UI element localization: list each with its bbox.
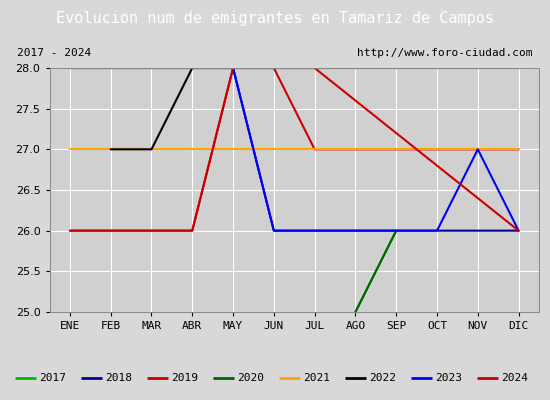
- Text: 2024: 2024: [500, 373, 527, 383]
- Text: 2021: 2021: [302, 373, 329, 383]
- Text: 2023: 2023: [434, 373, 461, 383]
- Text: 2018: 2018: [104, 373, 131, 383]
- Text: 2019: 2019: [170, 373, 197, 383]
- Text: 2017: 2017: [39, 373, 65, 383]
- Text: 2022: 2022: [368, 373, 395, 383]
- Text: Evolucion num de emigrantes en Tamariz de Campos: Evolucion num de emigrantes en Tamariz d…: [56, 12, 494, 26]
- Text: 2020: 2020: [236, 373, 263, 383]
- Text: http://www.foro-ciudad.com: http://www.foro-ciudad.com: [357, 48, 532, 58]
- Text: 2017 - 2024: 2017 - 2024: [18, 48, 92, 58]
